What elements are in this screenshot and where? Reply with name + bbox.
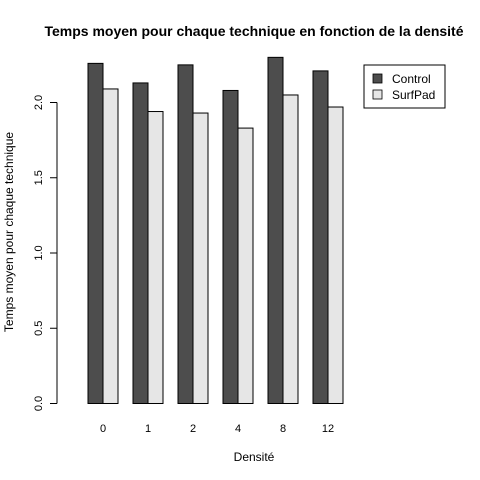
y-axis: 0.0 0.5 1.0 1.5 2.0 [33,95,58,411]
y-tick-label: 1.5 [33,170,45,185]
y-tick-label: 1.0 [33,245,45,260]
x-axis-ticks: 0 1 2 4 8 12 [100,423,334,435]
bar-control-12 [312,70,329,405]
bar-surfpad-1 [147,111,164,404]
y-tick-label: 2.0 [33,95,45,110]
x-axis-label: Densité [234,450,275,464]
chart-title: Temps moyen pour chaque technique en fon… [44,23,463,39]
bar-control-1 [132,82,149,404]
bars [87,56,344,405]
y-tick-label: 0.0 [33,396,45,411]
x-tick-label: 8 [280,423,286,435]
bar-surfpad-8 [282,94,299,404]
bar-surfpad-0 [102,88,119,405]
legend-box [363,64,446,109]
legend-swatch-control [372,73,383,84]
bar-control-0 [87,62,104,405]
legend: Control SurfPad [363,64,446,109]
legend-label-control: Control [392,72,431,86]
bar-control-4 [222,89,239,405]
bar-surfpad-4 [237,127,254,405]
x-tick-label: 12 [322,423,334,435]
bar-control-2 [177,64,194,404]
legend-label-surfpad: SurfPad [392,88,435,102]
y-axis-label: Temps moyen pour chaque technique [2,132,16,332]
bar-surfpad-12 [327,106,344,404]
y-tick-label: 0.5 [33,321,45,336]
bar-control-8 [267,56,284,404]
x-tick-label: 2 [190,423,196,435]
x-tick-label: 0 [100,423,106,435]
legend-swatch-surfpad [372,89,383,100]
x-tick-label: 4 [235,423,241,435]
x-tick-label: 1 [145,423,151,435]
bar-surfpad-2 [192,112,209,404]
